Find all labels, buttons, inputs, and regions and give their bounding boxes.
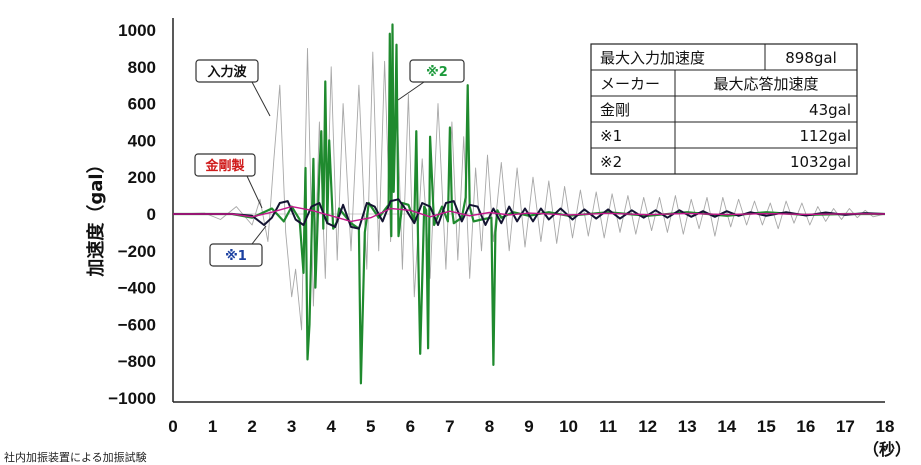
x-tick-label: 10 xyxy=(559,417,578,436)
x-tick-label: 4 xyxy=(326,417,336,436)
y-tick-label: 600 xyxy=(128,95,156,114)
callout-s1-text: ※1 xyxy=(225,249,247,264)
callout-kongo-text: 金剛製 xyxy=(204,158,244,174)
x-tick-label: 0 xyxy=(168,417,177,436)
y-tick-label: −200 xyxy=(118,242,156,261)
table-header-maker: メーカー xyxy=(600,75,660,93)
callout-input-wave: 入力波 xyxy=(195,59,271,117)
y-tick-label: 800 xyxy=(128,58,156,77)
y-tick-label: 0 xyxy=(147,205,156,224)
results-table: 最大入力加速度 898gal メーカー 最大応答加速度 金剛 43gal ※1 … xyxy=(590,43,858,175)
x-tick-label: 7 xyxy=(445,417,454,436)
table-row-name: ※2 xyxy=(600,153,622,171)
y-tick-label: 400 xyxy=(128,131,156,150)
y-axis-label: 加速度（gal） xyxy=(85,155,107,277)
y-tick-labels: 1000 800 600 400 200 0 −200 −400 −600 −800 −1000 xyxy=(108,21,156,408)
x-tick-label: 15 xyxy=(757,417,776,436)
y-tick-label: −400 xyxy=(118,279,156,298)
callout-s1: ※1 xyxy=(209,225,267,267)
x-tick-label: 12 xyxy=(638,417,657,436)
x-tick-label: 9 xyxy=(524,417,533,436)
series-line-4 xyxy=(173,205,885,223)
series-lines xyxy=(173,23,885,385)
y-tick-label: −800 xyxy=(118,352,156,371)
callout-input-text: 入力波 xyxy=(207,64,247,80)
x-tick-label: 16 xyxy=(796,417,815,436)
x-tick-label: 8 xyxy=(485,417,494,436)
table-row-value-s1: 112gal xyxy=(799,127,851,145)
x-tick-label: 1 xyxy=(208,417,217,436)
series-line-2 xyxy=(173,23,885,385)
x-tick-label: 11 xyxy=(599,417,617,436)
x-tick-label: 3 xyxy=(287,417,296,436)
callout-s2: ※2 xyxy=(397,59,465,101)
x-tick-label: 18 xyxy=(876,417,895,436)
table-row-name: 金剛 xyxy=(600,101,630,119)
table-row-value-kongo: 43gal xyxy=(809,101,851,119)
callout-s2-text: ※2 xyxy=(426,65,448,80)
table-title-value: 898gal xyxy=(785,49,837,67)
x-axis-unit: （秒） xyxy=(863,440,911,459)
x-tick-labels: 0 1 2 3 4 5 6 7 8 9 10 11 12 13 14 15 16 17 18 xyxy=(168,417,894,436)
y-tick-label: 200 xyxy=(128,168,156,187)
y-tick-label: −600 xyxy=(118,315,156,334)
table-title-label: 最大入力加速度 xyxy=(600,49,705,67)
y-tick-label: 1000 xyxy=(118,21,156,40)
x-tick-label: 14 xyxy=(717,417,736,436)
x-tick-label: 5 xyxy=(366,417,375,436)
x-tick-label: 17 xyxy=(836,417,855,436)
callout-kongo: 金剛製 xyxy=(194,153,263,209)
caption: 社内加振装置による加振試験 xyxy=(4,451,147,464)
table-row-name: ※1 xyxy=(600,127,622,145)
x-tick-label: 2 xyxy=(247,417,256,436)
y-tick-label: −1000 xyxy=(108,389,156,408)
table-header-response: 最大応答加速度 xyxy=(713,75,818,93)
x-tick-label: 6 xyxy=(406,417,415,436)
table-row-value-s2: 1032gal xyxy=(790,153,851,171)
x-tick-label: 13 xyxy=(678,417,697,436)
